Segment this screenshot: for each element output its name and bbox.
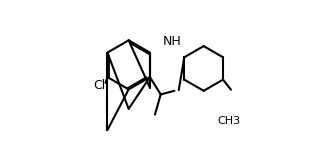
Text: NH: NH (163, 35, 181, 48)
Text: Cl: Cl (94, 78, 106, 92)
Text: CH3: CH3 (217, 116, 240, 126)
